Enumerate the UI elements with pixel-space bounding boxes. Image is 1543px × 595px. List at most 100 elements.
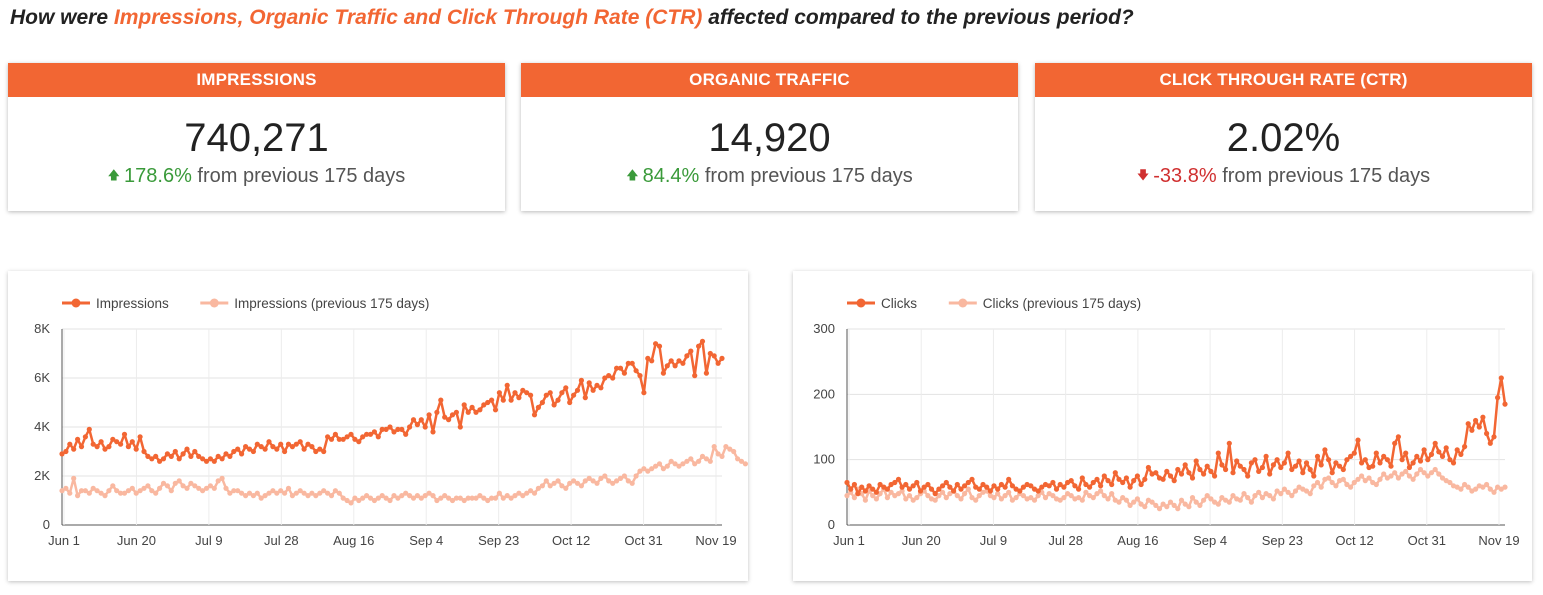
- data-point: [1359, 473, 1365, 479]
- data-point: [285, 485, 292, 491]
- data-point: [1465, 421, 1471, 427]
- data-point: [1473, 486, 1479, 492]
- data-point: [219, 456, 225, 462]
- data-point: [114, 488, 120, 494]
- data-point: [1311, 473, 1317, 479]
- data-point: [1462, 444, 1468, 450]
- data-point: [976, 486, 982, 492]
- data-point: [262, 493, 268, 499]
- data-point: [239, 490, 245, 496]
- data-point: [696, 458, 702, 464]
- data-point: [477, 407, 483, 413]
- data-point: [1178, 497, 1185, 503]
- data-point: [473, 495, 479, 501]
- data-point: [1156, 506, 1163, 512]
- data-point: [1370, 463, 1376, 469]
- data-point: [903, 496, 909, 502]
- legend-label: Impressions: [96, 296, 169, 311]
- x-tick-label: Jul 9: [980, 533, 1007, 548]
- series-line-current: [61, 340, 723, 463]
- data-point: [203, 458, 210, 464]
- data-point: [621, 473, 628, 479]
- data-point: [129, 439, 135, 445]
- data-point: [1123, 497, 1129, 503]
- data-point: [940, 489, 946, 495]
- data-point: [1377, 476, 1383, 482]
- data-point: [289, 444, 295, 450]
- data-point: [321, 488, 327, 494]
- data-point: [145, 453, 151, 459]
- data-point: [528, 392, 534, 398]
- data-point: [1428, 470, 1435, 476]
- data-point: [231, 488, 237, 494]
- data-point: [1134, 473, 1140, 479]
- data-point: [465, 409, 471, 415]
- data-point: [114, 439, 120, 445]
- data-point: [1153, 470, 1159, 476]
- data-point: [688, 348, 694, 354]
- data-point: [567, 399, 573, 406]
- data-point: [149, 488, 155, 494]
- data-point: [524, 490, 530, 496]
- data-point: [1035, 488, 1041, 494]
- data-point: [215, 453, 221, 459]
- data-point: [348, 431, 354, 437]
- data-point: [1362, 478, 1368, 484]
- data-point: [707, 350, 713, 357]
- data-point: [1208, 468, 1214, 474]
- data-point: [735, 456, 741, 462]
- data-point: [715, 360, 721, 366]
- x-tick-label: Jun 1: [833, 533, 865, 548]
- data-point: [1289, 466, 1295, 473]
- data-point: [699, 338, 706, 344]
- data-point: [692, 461, 698, 467]
- data-point: [1362, 457, 1368, 463]
- data-point: [1098, 483, 1104, 489]
- data-point: [1337, 463, 1343, 469]
- data-point: [360, 495, 366, 501]
- delta-suffix: from previous 175 days: [197, 165, 406, 187]
- data-point: [71, 446, 77, 452]
- data-point: [680, 360, 686, 366]
- data-point: [688, 456, 694, 462]
- data-point: [925, 493, 931, 499]
- data-point: [594, 382, 600, 388]
- data-point: [410, 495, 417, 501]
- data-point: [1109, 491, 1115, 497]
- data-point: [1267, 471, 1273, 477]
- delta-suffix: from previous 175 days: [704, 165, 913, 187]
- data-point: [211, 485, 217, 491]
- data-point: [434, 497, 440, 504]
- data-point: [1462, 481, 1468, 488]
- data-point: [145, 483, 151, 489]
- data-point: [1484, 481, 1490, 488]
- data-point: [106, 444, 112, 450]
- data-point: [563, 385, 569, 391]
- data-point: [995, 486, 1001, 492]
- data-point: [1326, 475, 1332, 481]
- data-point: [1256, 468, 1262, 474]
- data-point: [1098, 488, 1104, 494]
- legend-swatch-dot: [856, 298, 866, 308]
- delta-percent: 84.4%: [642, 165, 700, 187]
- data-point: [75, 436, 81, 442]
- data-point: [1303, 460, 1310, 466]
- x-tick-label: Jun 1: [48, 533, 80, 548]
- data-point: [227, 453, 233, 459]
- data-point: [360, 434, 366, 440]
- data-point: [71, 475, 77, 481]
- data-point: [492, 495, 499, 501]
- data-point: [987, 488, 993, 494]
- data-point: [1373, 450, 1379, 456]
- data-point: [313, 448, 319, 455]
- data-point: [1142, 504, 1148, 510]
- data-point: [1359, 460, 1365, 466]
- data-point: [991, 483, 997, 489]
- data-point: [274, 446, 280, 452]
- data-point: [1281, 486, 1287, 492]
- data-point: [1377, 460, 1383, 466]
- data-point: [1491, 434, 1497, 440]
- data-point: [196, 485, 202, 491]
- data-point: [512, 390, 518, 396]
- data-point: [133, 446, 139, 452]
